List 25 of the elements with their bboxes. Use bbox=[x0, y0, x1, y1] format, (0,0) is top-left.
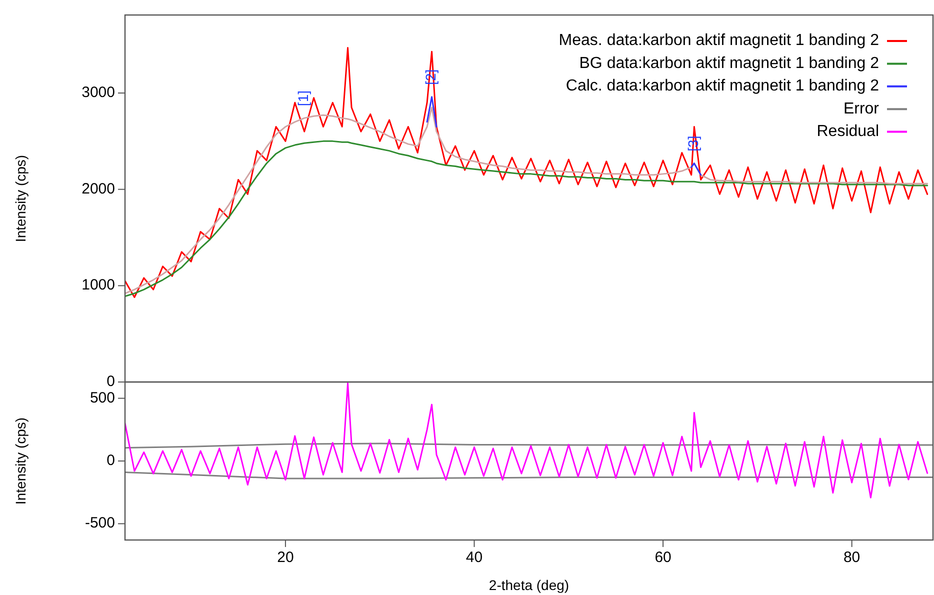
y-tick-label: 3000 bbox=[82, 84, 115, 101]
y-axis-title: Intensity (cps) bbox=[12, 417, 29, 505]
y-tick-label: 0 bbox=[106, 452, 115, 469]
y-tick-label: 1000 bbox=[82, 276, 115, 294]
annotation: [3] bbox=[684, 136, 701, 152]
legend-label: BG data:karbon aktif magnetit 1 banding 2 bbox=[579, 54, 880, 72]
annotation: [1] bbox=[295, 90, 312, 106]
y-tick-label: 2000 bbox=[82, 180, 115, 198]
x-axis-title: 2-theta (deg) bbox=[488, 577, 570, 593]
y-tick-label: 0 bbox=[106, 372, 115, 390]
y-axis-title: Intensity (cps) bbox=[12, 154, 29, 242]
line-series bbox=[125, 382, 928, 498]
text: Residual bbox=[816, 123, 879, 140]
y-tick-label: -500 bbox=[84, 514, 115, 532]
line-series bbox=[125, 472, 933, 480]
x-tick-label: 80 bbox=[843, 549, 860, 566]
line-series bbox=[125, 47, 928, 298]
y-tick-label: 500 bbox=[90, 389, 115, 406]
x-tick-label: 60 bbox=[654, 549, 672, 566]
legend-label: Meas. data:karbon aktif magnetit 1 banding 2 bbox=[558, 32, 880, 50]
x-tick-label: 20 bbox=[277, 549, 294, 566]
legend-label: Calc. data:karbon aktif magnetit 1 banding 2 bbox=[566, 78, 880, 95]
x-tick-label: 40 bbox=[466, 549, 483, 566]
text: Error bbox=[843, 100, 879, 118]
annotation: [2] bbox=[422, 69, 438, 85]
